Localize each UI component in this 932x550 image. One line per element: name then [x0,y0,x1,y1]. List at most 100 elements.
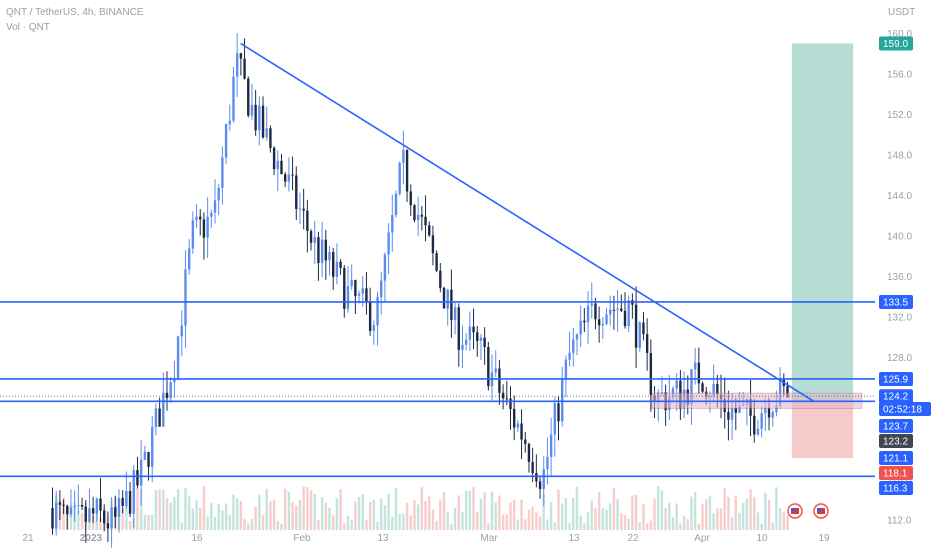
axes: USDT 112.0116.0120.0124.0128.0132.0136.0… [22,7,915,544]
volume-bar [224,503,228,530]
volume-bar [250,518,254,530]
volume-bar [428,496,431,530]
volume-bar [716,508,719,530]
candle-body [568,352,571,360]
candle-body [546,456,549,470]
candle-body [195,216,198,221]
volume-bar [723,488,726,530]
volume-bar [775,487,778,530]
volume-bar [583,523,586,530]
volume-bar [597,492,601,530]
volume-bar [206,516,209,530]
candle-body [228,120,231,125]
volume-bar [760,523,763,530]
candle-body [217,187,220,201]
candle-body [542,469,545,489]
y-tick-label: 140.0 [887,232,912,243]
candle-body [416,214,420,221]
volume-bar [136,488,139,530]
candle-body [487,346,490,387]
candle-body [605,314,608,324]
volume-bar [128,521,132,530]
candlesticks [51,32,789,548]
x-tick-label: 13 [568,533,580,544]
volume-bar [675,503,678,530]
candle-body [235,53,239,77]
candle-body [350,280,353,287]
candle-body [210,212,213,217]
x-tick-label: 13 [377,533,389,544]
candle-body [439,270,442,288]
candle-body [365,288,368,302]
candle-body [457,307,460,350]
candle-body [224,124,228,158]
price-tag [879,481,913,495]
volume-bar [187,496,191,530]
candle-body [357,293,361,296]
candle-body [771,412,774,418]
candle-body [110,507,113,529]
candle-body [612,309,616,311]
candle-body [634,304,638,348]
candle-body [320,239,324,264]
volume-bar [660,490,664,530]
volume-bar [435,520,438,530]
volume-bar [154,490,158,530]
volume-bar [276,521,280,530]
candle-body [609,309,612,315]
candle-body [538,481,542,489]
volume-bar [176,489,180,530]
candle-body [516,423,520,428]
candle-body [494,368,497,373]
volume-bar [398,514,401,530]
volume-bar [361,494,364,530]
candle-body [524,439,527,444]
candle-body [247,78,250,116]
volume-bar [745,498,749,530]
candle-body [405,149,409,192]
volume-bar [221,510,224,530]
volume-bar [380,498,383,530]
candle-body [760,413,763,429]
volume-bar [394,487,398,530]
volume-bar [682,515,686,530]
volume-bar [461,511,464,530]
volume-bar [468,491,472,530]
symbol-title[interactable]: QNT / TetherUS, 4h, BINANCE [6,7,144,18]
candle-body [775,405,778,413]
volume-bar [764,492,767,530]
volume-bar [147,515,150,530]
candle-body [125,491,128,506]
candle-body [483,337,486,347]
candle-body [479,337,483,342]
candle-body [645,334,649,354]
candle-body [343,267,346,309]
candle-body [298,208,302,210]
y-tick-label: 132.0 [887,313,912,324]
volume-bar [287,491,291,530]
volume-bar [524,519,527,530]
volume-bar [645,523,649,530]
volume-bar [343,523,346,530]
x-tick-label: 2023 [80,533,103,544]
y-tick-label: 144.0 [887,191,912,202]
volume-bar [143,514,147,530]
volume-bar [210,502,213,530]
candle-body [372,325,376,331]
volume-bar [324,502,328,530]
candle-body [335,261,339,277]
candle-body [139,459,143,486]
price-tag-label: 118.1 [883,469,908,480]
drawings[interactable] [0,42,875,519]
candle-body [99,498,102,511]
volume-bar [671,516,675,530]
candle-body [169,382,172,399]
price-tag [879,371,913,386]
candle-body [73,505,76,508]
candle-body [756,428,760,435]
volume-bar [457,495,460,530]
candle-body [332,252,335,277]
x-tick-label: 16 [191,533,203,544]
volume-bar [121,509,124,530]
